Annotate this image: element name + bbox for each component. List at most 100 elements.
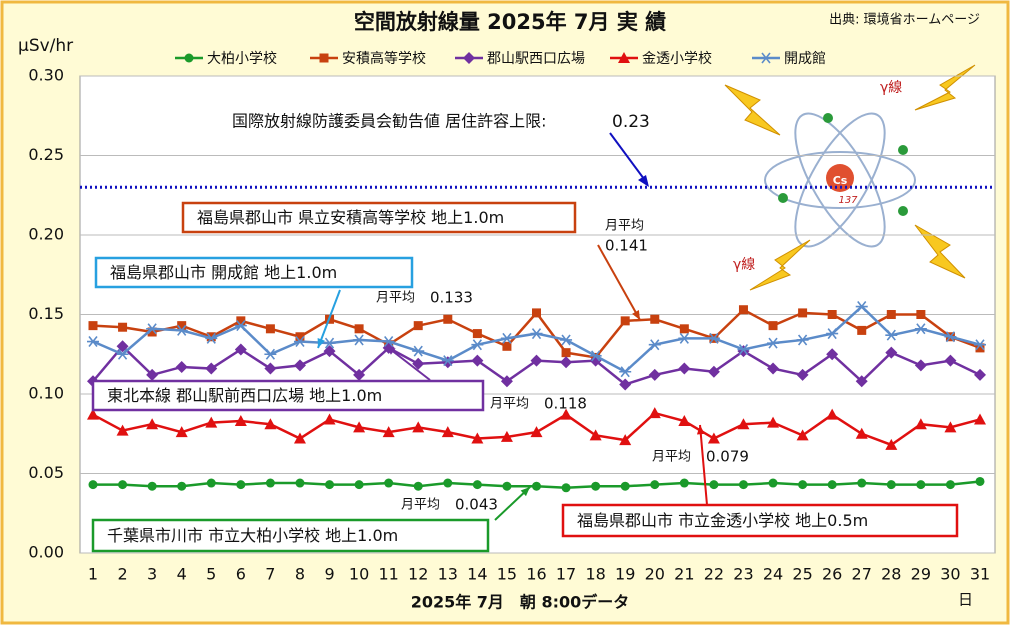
point — [293, 336, 306, 348]
point — [382, 336, 395, 348]
average-label: 月平均 — [490, 397, 529, 412]
orbit — [764, 151, 916, 209]
arrow — [699, 424, 708, 506]
legend-marker — [760, 52, 772, 64]
arrow — [597, 244, 641, 321]
point — [561, 348, 571, 358]
point — [502, 481, 512, 491]
point — [236, 316, 246, 326]
gamma-label: γ線 — [733, 257, 755, 273]
point — [796, 429, 809, 441]
x-tick-label: 22 — [704, 565, 724, 584]
point — [885, 438, 898, 450]
point — [648, 339, 661, 351]
gamma-ray — [724, 84, 781, 136]
arrow — [385, 345, 431, 381]
point — [118, 480, 128, 490]
point — [443, 314, 453, 324]
x-tick-label: 29 — [911, 565, 931, 584]
mass-label: 137 — [838, 195, 858, 206]
point — [500, 332, 513, 344]
point — [472, 480, 482, 490]
point — [118, 322, 128, 332]
point — [648, 368, 661, 381]
x-tick-label: 21 — [674, 565, 694, 584]
x-tick-label: 26 — [822, 565, 842, 584]
point — [855, 301, 868, 313]
point — [827, 310, 837, 319]
point — [650, 480, 660, 490]
point — [709, 480, 719, 490]
point — [147, 327, 157, 337]
annotation-box — [91, 379, 485, 412]
point — [738, 480, 748, 490]
point — [857, 478, 867, 488]
x-axis-label: 2025年 7月 朝 8:00データ — [411, 593, 630, 612]
point — [471, 432, 484, 444]
point — [678, 362, 691, 375]
point — [293, 432, 306, 444]
x-tick-label: 24 — [763, 565, 783, 584]
average-label: 月平均 — [376, 291, 415, 306]
point — [264, 348, 277, 360]
legend-marker — [184, 53, 194, 63]
orbit — [794, 112, 886, 248]
arrow-head — [520, 487, 530, 497]
point — [945, 480, 955, 490]
point — [974, 413, 986, 425]
point — [353, 334, 366, 346]
point — [146, 418, 159, 430]
legend-label: 大柏小学校 — [207, 50, 277, 67]
point — [826, 328, 839, 340]
point — [826, 408, 839, 420]
annotation-box — [94, 256, 414, 289]
point — [264, 362, 277, 375]
point — [678, 332, 691, 344]
arrow-head — [638, 175, 649, 187]
average-value: 0.043 — [455, 496, 498, 514]
legend-label: 郡山駅西口広場 — [487, 51, 585, 67]
point — [827, 480, 837, 490]
reference-label: 国際放射線防護委員会勧告値 居住許容上限: — [232, 112, 546, 131]
x-tick-label: 23 — [733, 565, 753, 584]
point — [678, 415, 691, 427]
point — [560, 356, 573, 369]
x-unit: 日 — [958, 591, 973, 609]
point — [264, 418, 277, 430]
x-tick-label: 30 — [940, 565, 960, 584]
point — [206, 478, 216, 488]
x-tick-label: 5 — [206, 565, 216, 584]
point — [532, 481, 541, 491]
point — [500, 375, 513, 388]
arrow — [609, 132, 648, 184]
point — [707, 432, 720, 444]
point — [353, 368, 366, 381]
y-tick-label: 0.30 — [28, 66, 64, 85]
average-label: 月平均 — [401, 498, 440, 513]
point — [413, 481, 423, 491]
point — [975, 476, 985, 486]
average-value: 0.141 — [605, 237, 648, 255]
arrow-head — [317, 338, 325, 348]
point — [974, 339, 986, 351]
point — [412, 345, 425, 357]
x-tick-label: 14 — [467, 565, 487, 584]
point — [620, 481, 630, 491]
point — [412, 357, 425, 370]
point — [768, 321, 778, 331]
point — [914, 418, 927, 430]
point — [234, 343, 247, 356]
point — [857, 325, 867, 335]
x-tick-label: 2 — [117, 565, 127, 584]
point — [767, 362, 780, 375]
point — [737, 418, 750, 430]
legend-marker — [463, 52, 475, 64]
y-axis-label: μSv/hr — [18, 36, 73, 56]
x-tick-label: 7 — [265, 565, 275, 584]
y-tick-label: 0.00 — [28, 543, 64, 562]
x-tick-label: 20 — [645, 565, 665, 584]
x-tick-label: 11 — [378, 565, 398, 584]
point — [87, 336, 99, 348]
average-label: 月平均 — [605, 219, 644, 234]
